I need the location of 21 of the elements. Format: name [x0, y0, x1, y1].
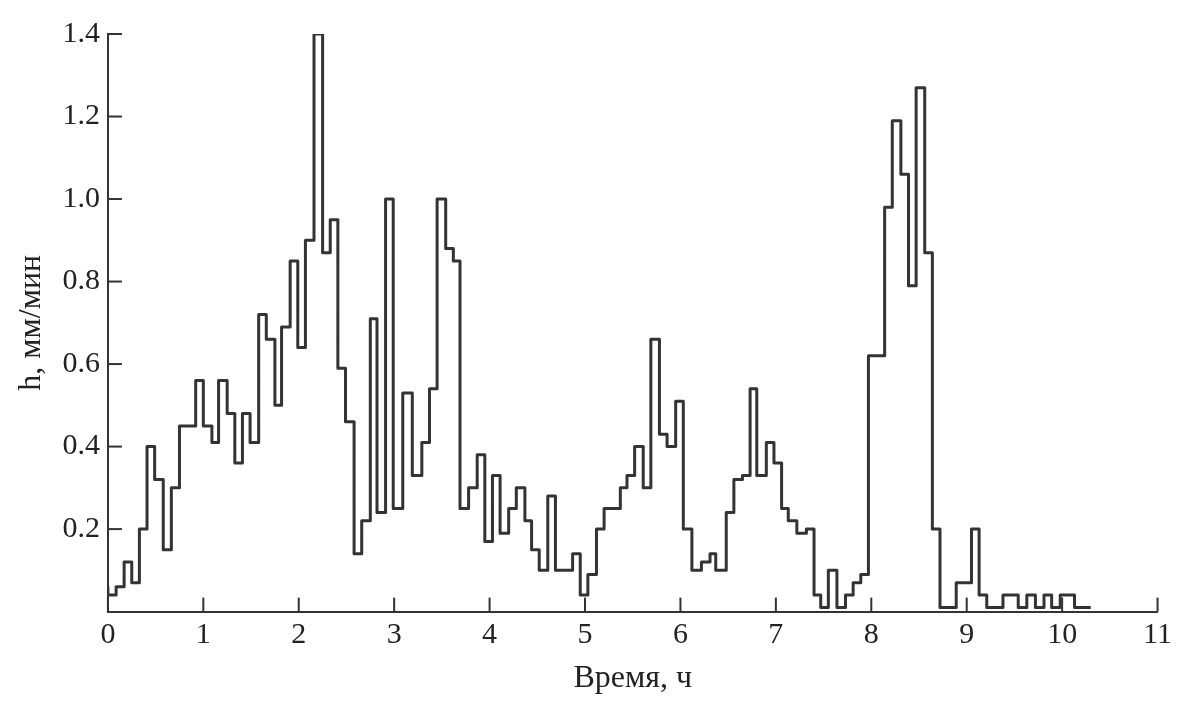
x-tick-label: 7	[768, 616, 784, 650]
y-tick-label: 1.0	[62, 179, 100, 213]
x-tick-label: 11	[1143, 616, 1172, 650]
x-tick-label: 5	[577, 616, 593, 650]
x-tick-label: 0	[100, 616, 116, 650]
x-tick-label: 4	[482, 616, 498, 650]
x-tick-label: 2	[291, 616, 307, 650]
x-tick-label: 1	[195, 616, 211, 650]
y-tick-label: 0.8	[62, 262, 100, 296]
y-tick-label: 0.2	[62, 509, 100, 543]
y-axis-title: h, мм/мин	[10, 254, 47, 391]
y-tick-label: 0.6	[62, 344, 100, 378]
y-tick-label: 1.4	[62, 14, 100, 48]
y-tick-label: 1.2	[62, 97, 100, 131]
x-tick-label: 10	[1047, 616, 1078, 650]
x-tick-label: 3	[386, 616, 402, 650]
y-tick-label: 0.4	[62, 427, 100, 461]
x-tick-label: 6	[672, 616, 688, 650]
x-tick-label: 8	[863, 616, 879, 650]
x-axis-title: Время, ч	[573, 658, 693, 695]
x-tick-label: 9	[959, 616, 975, 650]
